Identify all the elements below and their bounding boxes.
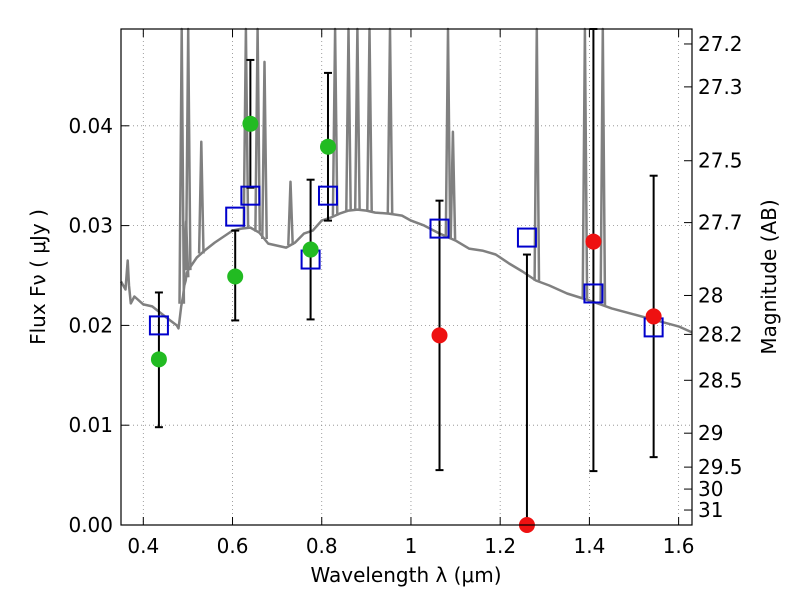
emission-line: [261, 60, 268, 240]
mag-tick-label: 28.2: [698, 322, 743, 346]
observed-point: [585, 233, 602, 250]
x-axis-label: Wavelength λ (μm): [310, 563, 501, 587]
mag-tick-label: 28.5: [698, 368, 743, 392]
mag-tick-label: 27.7: [698, 211, 743, 235]
model-photometry-square: [317, 185, 338, 206]
mag-tick-label: 29.5: [698, 455, 743, 479]
mag-tick-label: 29: [698, 421, 723, 445]
model-photometry-square: [225, 206, 246, 227]
observed-point: [319, 138, 336, 155]
y-tick-label: 0.02: [68, 313, 113, 337]
x-tick-label: 1.6: [663, 534, 695, 558]
mag-tick-label: 30: [698, 477, 723, 501]
emission-line: [287, 180, 294, 246]
observed-point: [242, 115, 259, 132]
mag-tick-label: 27.2: [698, 32, 743, 56]
y-tick-label: 0.01: [68, 413, 113, 437]
mag-tick-label: 27.3: [698, 75, 743, 99]
observed-point: [431, 327, 448, 344]
model-photometry-square: [429, 218, 450, 239]
axes: 0.4 0.6 0.8 1 1.2 1.4 1.6 0.00 0.01 0.02 0.03 0.04 2…: [68, 29, 743, 558]
y-tick-label: 0.04: [68, 114, 113, 138]
y-axis-label: Flux Fν ( μJy ): [26, 209, 50, 345]
x-tick-label: 0.6: [217, 534, 249, 558]
data-points: [148, 28, 664, 533]
model-photometry-square: [240, 185, 261, 206]
y-tick-label: 0.03: [68, 214, 113, 238]
emission-line: [449, 130, 457, 240]
x-tick-label: 0.4: [127, 534, 159, 558]
plot-frame: [120, 28, 693, 526]
y2-axis-label: Magnitude (AB): [757, 199, 781, 354]
mag-tick-label: 27.5: [698, 149, 743, 173]
x-tick-label: 1.4: [573, 534, 605, 558]
observed-point: [302, 241, 319, 258]
observed-point: [227, 268, 244, 285]
observed-point: [645, 308, 662, 325]
mag-tick-label: 28: [698, 283, 723, 307]
emission-line: [197, 140, 205, 254]
mag-tick-label: 31: [698, 498, 723, 522]
x-tick-label: 1.2: [484, 534, 516, 558]
model-photometry-square: [516, 227, 537, 248]
y-tick-label: 0.00: [68, 513, 113, 537]
x-tick-label: 1: [405, 534, 418, 558]
x-tick-label: 0.8: [306, 534, 338, 558]
observed-point: [150, 351, 167, 368]
model-photometry-square: [583, 283, 604, 304]
model-photometry-square: [148, 315, 169, 336]
model-continuum: [119, 208, 693, 334]
